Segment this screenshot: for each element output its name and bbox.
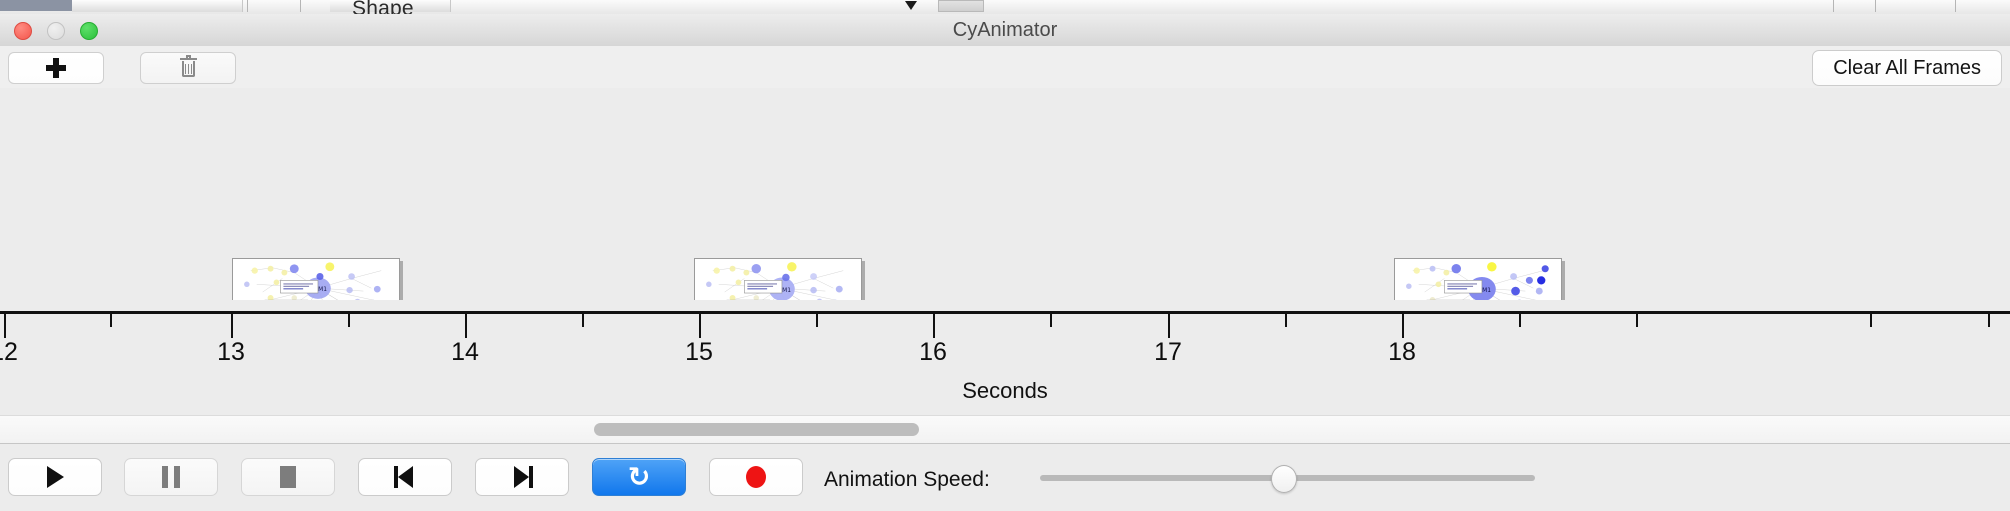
axis-major-tick (465, 314, 467, 338)
axis-tick-label: 14 (451, 338, 479, 367)
animation-speed-label: Animation Speed: (824, 468, 990, 492)
axis-minor-tick (1050, 314, 1052, 327)
timeline-frames-area[interactable]: MCM1 (0, 88, 2010, 318)
background-arrow-icon (905, 1, 917, 10)
timeline-scrollbar[interactable] (0, 415, 2010, 444)
axis-minor-tick (1870, 314, 1872, 327)
background-tick (1875, 0, 1876, 12)
axis-tick-label: 15 (685, 338, 713, 367)
background-selection (0, 0, 72, 11)
axis-caption: Seconds (0, 378, 2010, 404)
background-window-strip: Shape (0, 0, 2010, 14)
play-button[interactable] (8, 458, 102, 496)
axis-tick-label: 16 (919, 338, 947, 367)
animation-speed-slider[interactable] (1040, 475, 1535, 481)
axis-major-tick (231, 314, 233, 338)
background-tick (300, 0, 301, 12)
skip-back-icon (394, 466, 416, 488)
background-tick (247, 0, 248, 12)
axis-minor-tick (348, 314, 350, 327)
record-icon (746, 466, 766, 488)
axis-major-tick (933, 314, 935, 338)
playback-control-bar: ↻ Animation Speed: (0, 443, 2010, 511)
axis-major-tick (1168, 314, 1170, 338)
background-segment (182, 0, 243, 12)
record-button[interactable] (709, 458, 803, 496)
axis-minor-tick (582, 314, 584, 327)
axis-tick-label: 13 (217, 338, 245, 367)
timeline-axis: 12 13 14 15 16 17 18 Seconds (0, 300, 2010, 404)
axis-major-tick (699, 314, 701, 338)
axis-tick-label: 17 (1154, 338, 1182, 367)
axis-minor-tick (816, 314, 818, 327)
background-window-word: Shape (352, 0, 414, 14)
axis-line (0, 311, 2010, 314)
title-bar[interactable]: CyAnimator (0, 14, 2010, 47)
background-segment (72, 0, 183, 12)
stop-button[interactable] (241, 458, 335, 496)
background-tick (1833, 0, 1834, 12)
plus-icon (46, 58, 66, 78)
skip-back-button[interactable] (358, 458, 452, 496)
axis-minor-tick (1519, 314, 1521, 327)
frame-toolbar: Clear All Frames (0, 46, 2010, 89)
skip-forward-button[interactable] (475, 458, 569, 496)
loop-button[interactable]: ↻ (592, 458, 686, 496)
play-icon (47, 466, 64, 488)
loop-icon: ↻ (628, 464, 651, 491)
axis-minor-tick (1988, 314, 1990, 327)
pause-icon (162, 466, 180, 488)
axis-minor-tick (110, 314, 112, 327)
trash-icon (180, 58, 197, 78)
animation-speed-thumb[interactable] (1271, 465, 1297, 493)
add-frame-button[interactable] (8, 52, 104, 84)
axis-minor-tick (1285, 314, 1287, 327)
background-tick (1955, 0, 1956, 12)
skip-forward-icon (511, 466, 533, 488)
pause-button[interactable] (124, 458, 218, 496)
stop-icon (280, 466, 296, 488)
scrollbar-thumb[interactable] (594, 423, 919, 436)
axis-tick-label: 18 (1388, 338, 1416, 367)
clear-all-frames-button[interactable]: Clear All Frames (1812, 50, 2002, 86)
axis-major-tick (1402, 314, 1404, 338)
axis-tick-label: 12 (0, 338, 18, 367)
delete-frame-button[interactable] (140, 52, 236, 84)
window-title: CyAnimator (0, 14, 2010, 46)
axis-minor-tick (1636, 314, 1638, 327)
background-box (938, 0, 984, 12)
axis-major-tick (4, 314, 6, 338)
